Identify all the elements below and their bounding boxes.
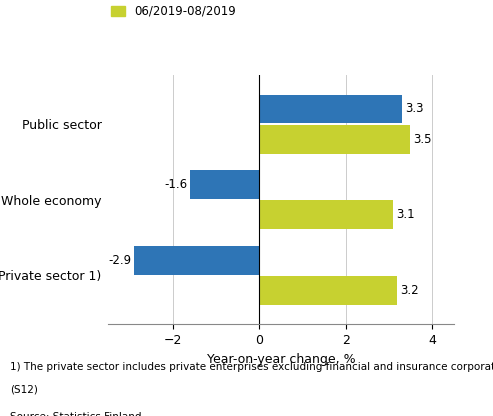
- Text: 3.3: 3.3: [405, 102, 423, 115]
- Text: 1) The private sector includes private enterprises excluding financial and insur: 1) The private sector includes private e…: [10, 362, 493, 372]
- Bar: [259, 125, 410, 154]
- Bar: [259, 94, 402, 123]
- Bar: [259, 276, 397, 305]
- Bar: [259, 201, 393, 229]
- Bar: [190, 170, 259, 199]
- Text: -2.9: -2.9: [108, 254, 131, 267]
- Text: 3.2: 3.2: [400, 284, 419, 297]
- X-axis label: Year-on-year change, %: Year-on-year change, %: [207, 353, 355, 366]
- Bar: [134, 246, 259, 275]
- Text: 3.1: 3.1: [396, 208, 415, 221]
- Text: (S12): (S12): [10, 385, 38, 395]
- Text: Source: Statistics Finland: Source: Statistics Finland: [10, 412, 141, 416]
- Text: 3.5: 3.5: [414, 133, 432, 146]
- Text: -1.6: -1.6: [164, 178, 187, 191]
- Legend: 06/2020-08/2020, 06/2019-08/2019: 06/2020-08/2020, 06/2019-08/2019: [111, 0, 236, 18]
